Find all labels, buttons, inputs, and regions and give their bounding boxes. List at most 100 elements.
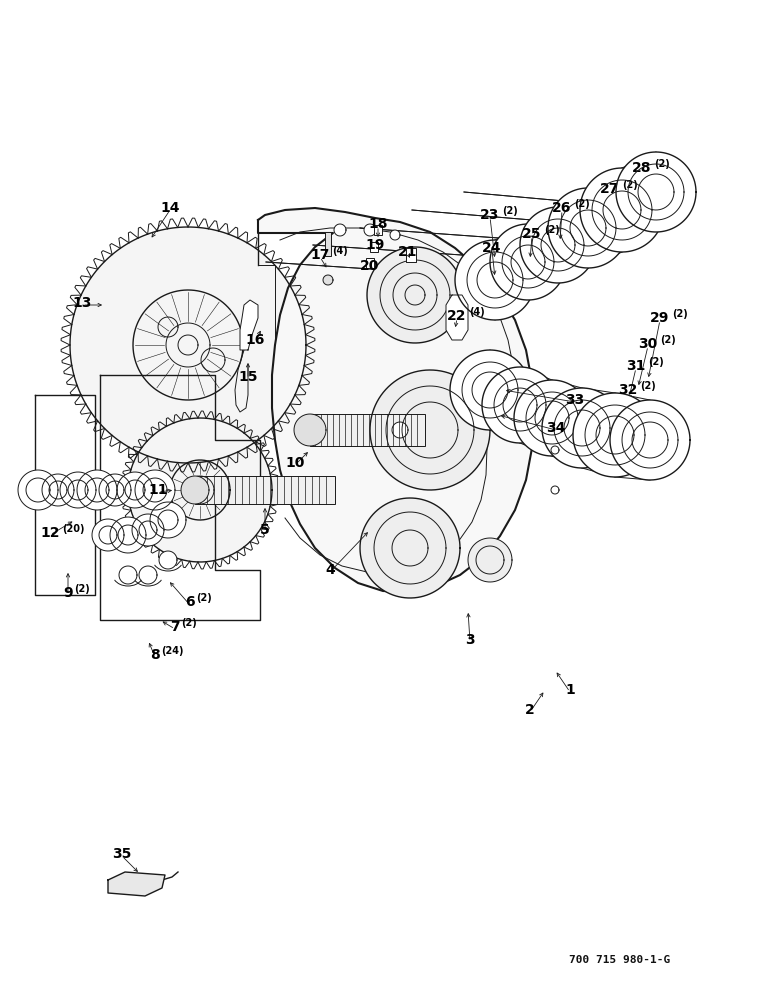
Text: 7: 7 (170, 620, 180, 634)
Polygon shape (119, 566, 137, 584)
Polygon shape (70, 227, 306, 463)
Text: 21: 21 (398, 245, 418, 259)
Polygon shape (99, 474, 131, 506)
Text: (2): (2) (672, 309, 688, 319)
Polygon shape (135, 470, 175, 510)
Polygon shape (573, 393, 657, 477)
Text: 25: 25 (522, 227, 542, 241)
Text: 24: 24 (482, 241, 502, 255)
Text: 5: 5 (260, 523, 270, 537)
Polygon shape (18, 470, 58, 510)
Polygon shape (551, 446, 559, 454)
Polygon shape (406, 248, 416, 262)
Text: (2): (2) (502, 206, 518, 216)
Polygon shape (468, 538, 512, 582)
Text: (2): (2) (648, 357, 664, 367)
Polygon shape (240, 300, 258, 350)
Polygon shape (392, 422, 408, 438)
Bar (310, 414, 425, 446)
Text: 26: 26 (552, 201, 572, 215)
Polygon shape (455, 240, 535, 320)
Bar (325, 232, 331, 256)
Polygon shape (370, 370, 490, 490)
Text: (2): (2) (660, 335, 676, 345)
Polygon shape (364, 224, 376, 236)
Polygon shape (100, 375, 260, 620)
Polygon shape (42, 474, 74, 506)
Polygon shape (616, 152, 696, 232)
Text: 2: 2 (525, 703, 535, 717)
Text: (2): (2) (640, 381, 655, 391)
Bar (374, 225, 382, 235)
Text: 28: 28 (632, 161, 652, 175)
Polygon shape (514, 380, 590, 456)
Bar (366, 258, 374, 268)
Polygon shape (139, 566, 157, 584)
Text: 16: 16 (245, 333, 265, 347)
Text: (24): (24) (161, 646, 184, 656)
Text: (20): (20) (62, 524, 84, 534)
Polygon shape (542, 388, 622, 468)
Text: (2): (2) (544, 225, 560, 235)
Polygon shape (367, 247, 463, 343)
Polygon shape (548, 188, 628, 268)
Text: 3: 3 (466, 633, 475, 647)
Text: 8: 8 (150, 648, 160, 662)
Text: 13: 13 (73, 296, 92, 310)
Polygon shape (323, 275, 333, 285)
Polygon shape (258, 208, 534, 592)
Text: 700 715 980-1-G: 700 715 980-1-G (570, 955, 671, 965)
Text: 18: 18 (368, 217, 388, 231)
Polygon shape (150, 502, 186, 538)
Text: (2): (2) (75, 584, 90, 594)
Polygon shape (551, 486, 559, 494)
Text: 20: 20 (361, 259, 380, 273)
Polygon shape (520, 207, 596, 283)
Text: 4: 4 (325, 563, 335, 577)
Text: 12: 12 (40, 526, 59, 540)
Text: 27: 27 (601, 182, 620, 196)
Polygon shape (390, 230, 400, 240)
Polygon shape (490, 224, 566, 300)
Polygon shape (610, 400, 690, 480)
Polygon shape (181, 476, 209, 504)
Polygon shape (77, 470, 117, 510)
Polygon shape (60, 472, 96, 508)
Bar (195, 476, 335, 504)
Polygon shape (159, 551, 177, 569)
Text: (2): (2) (197, 593, 212, 603)
Text: 32: 32 (618, 383, 638, 397)
Text: 34: 34 (547, 421, 566, 435)
Polygon shape (108, 872, 165, 896)
Polygon shape (334, 224, 346, 236)
Polygon shape (450, 350, 530, 430)
Polygon shape (128, 418, 272, 562)
Text: 6: 6 (185, 595, 195, 609)
Text: 35: 35 (112, 847, 132, 861)
Text: 17: 17 (310, 248, 330, 262)
Text: (2): (2) (574, 199, 590, 209)
Text: 9: 9 (63, 586, 73, 600)
Text: (2): (2) (654, 159, 670, 169)
Polygon shape (294, 414, 326, 446)
Text: (4): (4) (469, 307, 485, 317)
Polygon shape (482, 367, 558, 443)
Polygon shape (35, 395, 95, 595)
Polygon shape (110, 517, 146, 553)
Text: 30: 30 (638, 337, 658, 351)
Text: (2): (2) (181, 618, 198, 628)
Polygon shape (360, 498, 460, 598)
Text: 31: 31 (626, 359, 645, 373)
Polygon shape (580, 168, 664, 252)
Text: 19: 19 (365, 238, 384, 252)
Text: 14: 14 (161, 201, 180, 215)
Text: 11: 11 (148, 483, 168, 497)
Text: 23: 23 (480, 208, 499, 222)
Text: 1: 1 (565, 683, 575, 697)
Polygon shape (446, 295, 468, 340)
Text: 33: 33 (565, 393, 584, 407)
Text: 10: 10 (286, 456, 305, 470)
Text: (4): (4) (332, 246, 347, 256)
Text: 29: 29 (650, 311, 669, 325)
Polygon shape (117, 472, 153, 508)
